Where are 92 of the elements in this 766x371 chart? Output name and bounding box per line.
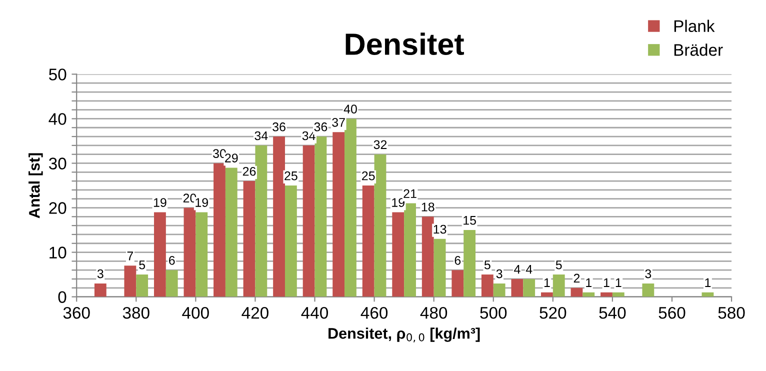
- data-label: 15: [464, 216, 476, 225]
- y-tick-label: 30: [48, 158, 66, 170]
- bar: [154, 212, 166, 297]
- data-label: 29: [225, 154, 238, 162]
- data-label: 1: [705, 278, 711, 287]
- y-tick-label: 0: [58, 291, 66, 304]
- bar: [314, 136, 327, 297]
- data-label: 3: [645, 269, 652, 278]
- legend-label: Plank: [674, 20, 715, 32]
- data-label: 36: [272, 122, 286, 132]
- data-label: 1: [616, 278, 622, 287]
- x-tick-label: 560: [658, 306, 686, 319]
- data-label: 19: [196, 198, 208, 207]
- data-label: 6: [454, 256, 461, 265]
- data-label: 5: [556, 260, 562, 270]
- bar: [214, 163, 226, 297]
- bar: [600, 292, 612, 297]
- bar: [255, 145, 268, 297]
- bar: [362, 186, 374, 297]
- bar: [552, 274, 565, 297]
- data-label: 3: [496, 269, 502, 278]
- data-label: 5: [139, 260, 146, 270]
- data-label: 3: [97, 269, 104, 278]
- bar: [404, 203, 416, 297]
- x-tick-label: 540: [599, 306, 626, 319]
- bar: [184, 208, 196, 297]
- bar: [284, 186, 297, 297]
- data-label: 7: [127, 252, 134, 260]
- data-label: 6: [169, 256, 175, 265]
- x-tick-label: 480: [420, 306, 448, 319]
- bar: [541, 292, 553, 297]
- chart-title: Densitet: [346, 32, 464, 56]
- y-axis-title: Antal [st]: [28, 153, 43, 218]
- x-tick-label: 440: [301, 306, 328, 319]
- bar: [452, 270, 464, 297]
- data-label: 5: [484, 260, 490, 270]
- bar: [464, 230, 476, 297]
- data-label: 2: [574, 274, 580, 283]
- bar: [642, 283, 654, 297]
- bar: [434, 238, 446, 297]
- x-tick-label: 580: [718, 306, 745, 319]
- bar: [481, 274, 494, 297]
- bar: [196, 212, 208, 297]
- bar: [136, 274, 148, 297]
- bar: [124, 266, 136, 297]
- bar: [612, 292, 624, 297]
- data-label: 4: [514, 265, 520, 274]
- bar: [582, 292, 595, 297]
- data-label: 34: [254, 131, 268, 140]
- x-tick-label: 500: [480, 306, 507, 319]
- data-label: 25: [284, 171, 298, 180]
- data-label: 37: [332, 118, 345, 127]
- bar: [344, 118, 356, 297]
- data-label: 25: [362, 171, 375, 180]
- bar: [511, 278, 524, 297]
- bar: [392, 212, 404, 297]
- data-label: 26: [242, 166, 256, 176]
- bar: [302, 145, 315, 297]
- x-tick-label: 360: [63, 306, 90, 319]
- y-tick-label: 10: [50, 246, 66, 258]
- x-tick-label: 400: [182, 306, 209, 319]
- x-tick-label: 460: [360, 306, 388, 319]
- data-label: 1: [544, 278, 550, 287]
- data-label: 32: [374, 140, 387, 150]
- bar: [94, 283, 106, 297]
- data-label: 19: [154, 198, 166, 207]
- y-tick-label: 40: [48, 113, 66, 125]
- x-tick-label: 420: [242, 306, 268, 319]
- legend-label: Bräder: [674, 44, 723, 56]
- data-label: 4: [526, 265, 532, 274]
- bar: [166, 270, 178, 297]
- data-label: 1: [586, 278, 592, 287]
- x-tick-label: 380: [122, 306, 150, 319]
- data-label: 13: [434, 224, 446, 234]
- bar: [523, 278, 536, 297]
- data-label: 36: [314, 122, 328, 132]
- y-tick-label: 20: [49, 202, 66, 214]
- bar: [374, 154, 386, 297]
- bar: [243, 181, 256, 297]
- data-label: 40: [344, 104, 357, 114]
- data-label: 18: [422, 202, 434, 212]
- data-label: 21: [404, 189, 416, 198]
- x-axis-title: Densitet, ρ$_{0,0}$ [kg/m³]: [328, 328, 480, 342]
- x-tick-label: 520: [540, 306, 566, 319]
- bar: [332, 132, 345, 297]
- bar: [273, 136, 285, 297]
- bar: [570, 288, 583, 297]
- bar: [422, 216, 434, 297]
- bar: [225, 168, 238, 297]
- y-tick-label: 50: [49, 68, 66, 80]
- bar: [493, 283, 506, 297]
- data-label: 1: [604, 278, 610, 287]
